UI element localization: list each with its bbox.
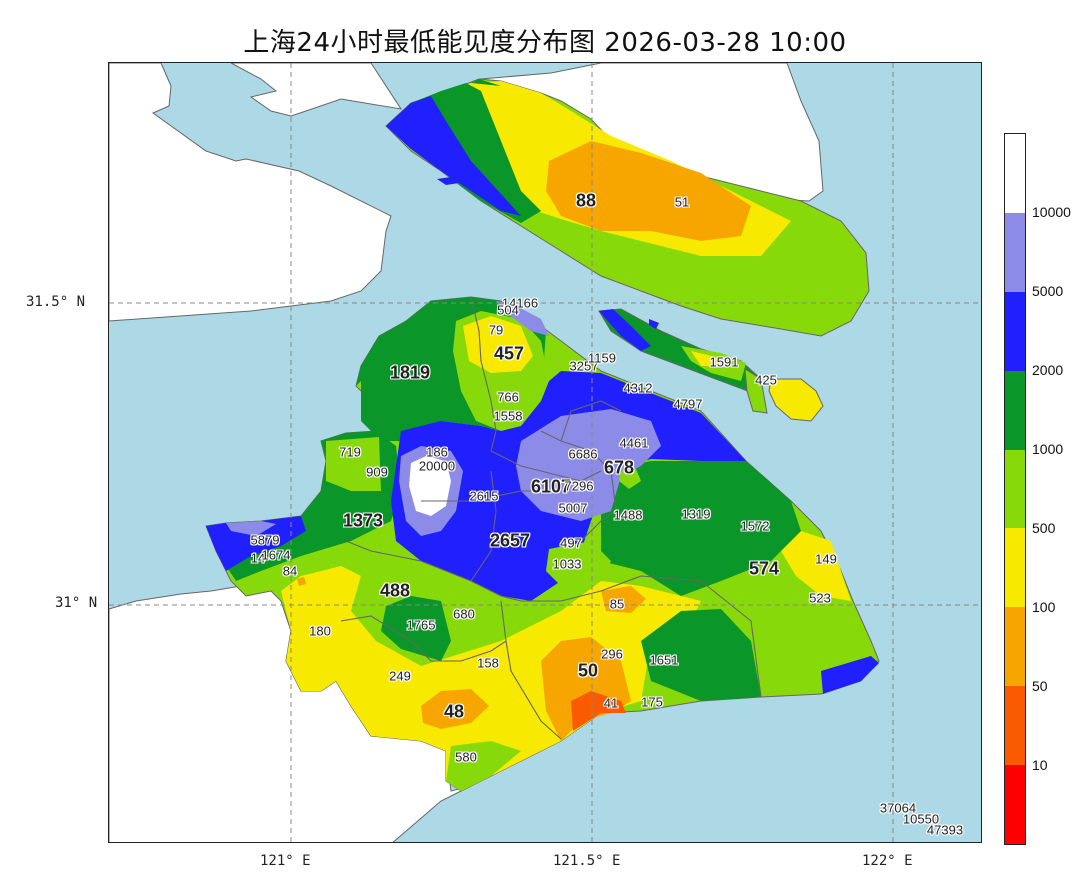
colorbar-tick: 5000 [1032, 283, 1064, 299]
station-label: 2615 [469, 488, 499, 504]
station-label: 14166 [501, 295, 539, 311]
station-label: 580 [455, 749, 477, 765]
colorbar-tick: 2000 [1032, 362, 1064, 378]
lon-label-122: 122° E [862, 853, 913, 869]
station-label: 5879 [250, 532, 280, 548]
station-label: 175 [641, 694, 663, 710]
station-label: 1651 [649, 652, 679, 668]
colorbar-tick: 10000 [1032, 204, 1071, 220]
station-label: 84 [282, 563, 298, 579]
station-label: 37064 [879, 800, 917, 816]
station-label: 1591 [709, 354, 739, 370]
station-label: 766 [497, 389, 519, 405]
colorbar-tick: 1000 [1032, 441, 1064, 457]
colorbar-tick: 10 [1032, 757, 1048, 773]
colorbar-bin [1005, 686, 1025, 766]
station-label: 6686 [568, 446, 598, 462]
colorbar-bin [1005, 370, 1025, 450]
station-label: 7296 [564, 478, 594, 494]
station-label: 488 [379, 580, 411, 601]
station-label: 5007 [558, 500, 588, 516]
station-label: 158 [477, 655, 499, 671]
colorbar-bin [1005, 134, 1025, 213]
lon-label-121-5: 121.5° E [553, 853, 621, 869]
colorbar-tick: 100 [1032, 599, 1056, 615]
station-label: 4797 [673, 396, 703, 412]
station-label: 85 [609, 596, 625, 612]
colorbar-bin [1005, 449, 1025, 529]
station-label: 48 [443, 701, 465, 722]
station-label: 1572 [740, 518, 770, 534]
lon-label-121: 121° E [260, 853, 311, 869]
station-label: 678 [603, 457, 635, 478]
station-label: 4312 [623, 380, 653, 396]
station-label: 51 [674, 194, 690, 210]
station-label: 497 [560, 535, 582, 551]
station-label: 79 [488, 322, 504, 338]
colorbar-bin [1005, 291, 1025, 371]
station-label: 149 [815, 551, 837, 567]
station-label: 523 [809, 590, 831, 606]
station-label: 719 [339, 444, 361, 460]
station-label: 3257 [569, 358, 599, 374]
station-label: 249 [389, 668, 411, 684]
colorbar-bin [1005, 212, 1025, 292]
station-label: 41 [603, 695, 619, 711]
station-label: 1033 [552, 556, 582, 572]
colorbar-tick: 500 [1032, 520, 1056, 536]
station-label: 296 [601, 646, 623, 662]
station-label: 50 [577, 660, 599, 681]
station-label: 425 [755, 372, 777, 388]
station-label: 1319 [681, 506, 711, 522]
station-label: 1373 [342, 510, 384, 531]
station-label: 909 [366, 464, 388, 480]
station-label: 10550 [902, 811, 940, 827]
lat-label-31: 31° N [55, 595, 98, 611]
station-label: 1558 [493, 408, 523, 424]
station-label: 1674 [261, 547, 291, 563]
map-canvas [109, 63, 981, 842]
station-label: 6107 [530, 476, 572, 497]
colorbar-tick: 50 [1032, 678, 1048, 694]
station-label: 14 [250, 550, 266, 566]
station-label: 1765 [406, 617, 436, 633]
station-label: 180 [309, 623, 331, 639]
colorbar-bin [1005, 528, 1025, 608]
colorbar-bin [1005, 765, 1025, 845]
station-label: 47393 [926, 822, 964, 838]
station-label: 20000 [418, 458, 456, 474]
station-label: 88 [575, 190, 597, 211]
visibility-map [108, 62, 982, 843]
station-label: 457 [493, 343, 525, 364]
station-label: 4461 [619, 435, 649, 451]
colorbar [1004, 133, 1026, 845]
station-label: 186 [426, 444, 448, 460]
station-label: 504 [497, 302, 519, 318]
station-label: 1819 [389, 362, 431, 383]
lat-label-31-5: 31.5° N [26, 294, 86, 310]
colorbar-bin [1005, 607, 1025, 687]
station-label: 574 [748, 558, 780, 579]
station-label: 680 [453, 606, 475, 622]
map-title: 上海24小时最低能见度分布图 2026-03-28 10:00 [243, 28, 847, 58]
station-label: 1488 [613, 507, 643, 523]
station-label: 2657 [489, 530, 531, 551]
station-label: 1159 [588, 350, 616, 366]
